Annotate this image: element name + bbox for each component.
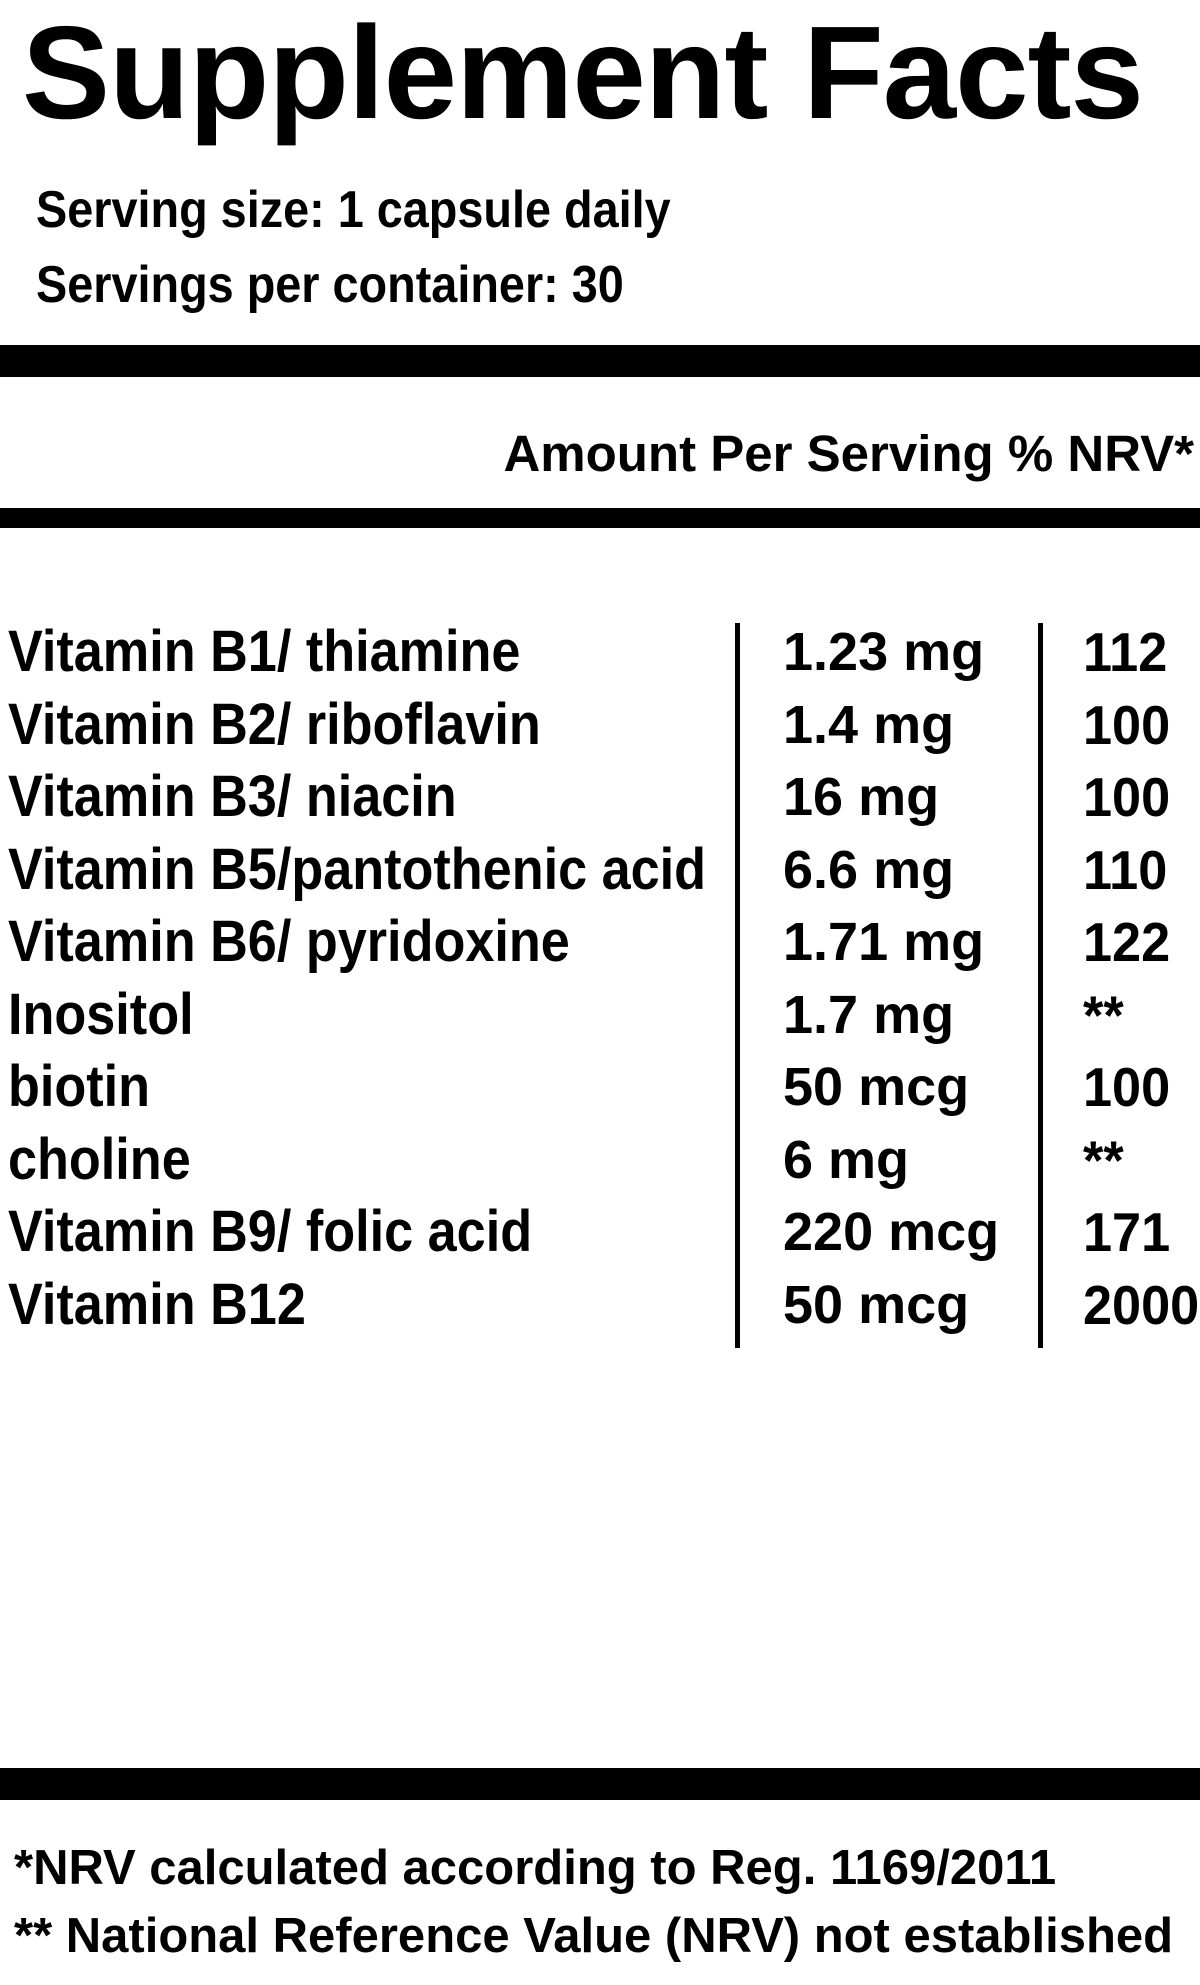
nutrient-amount: 1.23 mg <box>783 622 985 682</box>
nutrient-name: Vitamin B3/ niacin <box>8 764 457 829</box>
nutrient-name: biotin <box>8 1054 151 1119</box>
nutrient-name: Vitamin B6/ pyridoxine <box>8 909 570 974</box>
column-divider-line-2 <box>1038 623 1043 1348</box>
nutrient-amount: 220 mcg <box>783 1202 1000 1262</box>
divider-bar-top <box>0 345 1200 377</box>
nutrient-nrv-percent: 122 <box>1083 911 1171 973</box>
nutrient-nrv-percent: 110 <box>1083 838 1168 901</box>
nutrient-nrv-percent: ** <box>1083 1128 1124 1191</box>
nutrient-amount: 1.4 mg <box>783 694 955 755</box>
nutrient-amount: 50 mcg <box>783 1057 970 1117</box>
nutrient-name: Vitamin B2/ riboflavin <box>8 691 541 757</box>
nutrient-amount: 16 mg <box>783 767 940 827</box>
nutrient-name: Vitamin B1/ thiamine <box>8 619 521 684</box>
nutrient-nrv-percent: 171 <box>1083 1201 1171 1263</box>
nutrient-amount: 6.6 mg <box>783 839 955 900</box>
nutrient-nrv-percent: 100 <box>1083 766 1171 828</box>
table-row: Vitamin B3/ niacin 16 mg 100 <box>0 761 1200 834</box>
nutrient-nrv-percent: 112 <box>1083 621 1168 683</box>
column-divider-line-1 <box>735 623 740 1348</box>
nutrient-name: choline <box>8 1126 191 1192</box>
servings-per-container-line: Servings per container: 30 <box>36 256 624 314</box>
column-header: Amount Per Serving % NRV* <box>503 425 1194 482</box>
table-row: Vitamin B12 50 mcg 2000 <box>0 1269 1200 1342</box>
nutrient-name: Vitamin B9/ folic acid <box>8 1199 533 1264</box>
table-row: Vitamin B1/ thiamine 1.23 mg 112 <box>0 616 1200 689</box>
nutrient-nrv-percent: ** <box>1083 983 1124 1046</box>
serving-size-line: Serving size: 1 capsule daily <box>36 181 671 239</box>
nutrient-table: Vitamin B1/ thiamine 1.23 mg 112 Vitamin B2… <box>0 616 1200 1341</box>
nutrient-name: Vitamin B5/pantothenic acid <box>8 836 707 902</box>
nutrient-nrv-percent: 2000 <box>1083 1273 1200 1336</box>
nrv-footnote: *NRV calculated according to Reg. 1169/2… <box>14 1841 1057 1895</box>
nutrient-name: Vitamin B12 <box>8 1271 306 1337</box>
table-row: Vitamin B2/ riboflavin 1.4 mg 100 <box>0 689 1200 762</box>
table-row: Inositol 1.7 mg ** <box>0 979 1200 1052</box>
nutrient-name: Inositol <box>8 981 194 1047</box>
label-title: Supplement Facts <box>22 0 1144 146</box>
table-row: choline 6 mg ** <box>0 1124 1200 1197</box>
table-row: biotin 50 mcg 100 <box>0 1051 1200 1124</box>
divider-bar-middle <box>0 508 1200 528</box>
table-row: Vitamin B6/ pyridoxine 1.71 mg 122 <box>0 906 1200 979</box>
nutrient-amount: 50 mcg <box>783 1274 970 1335</box>
nutrient-nrv-percent: 100 <box>1083 1056 1171 1118</box>
nutrient-amount: 1.7 mg <box>783 984 955 1045</box>
nutrient-amount: 6 mg <box>783 1129 910 1190</box>
table-row: Vitamin B5/pantothenic acid 6.6 mg 110 <box>0 834 1200 907</box>
nutrient-nrv-percent: 100 <box>1083 693 1171 756</box>
table-row: Vitamin B9/ folic acid 220 mcg 171 <box>0 1196 1200 1269</box>
nrv-not-established-footnote: ** National Reference Value (NRV) not es… <box>14 1909 1174 1963</box>
nutrient-amount: 1.71 mg <box>783 912 985 972</box>
divider-bar-bottom <box>0 1768 1200 1800</box>
